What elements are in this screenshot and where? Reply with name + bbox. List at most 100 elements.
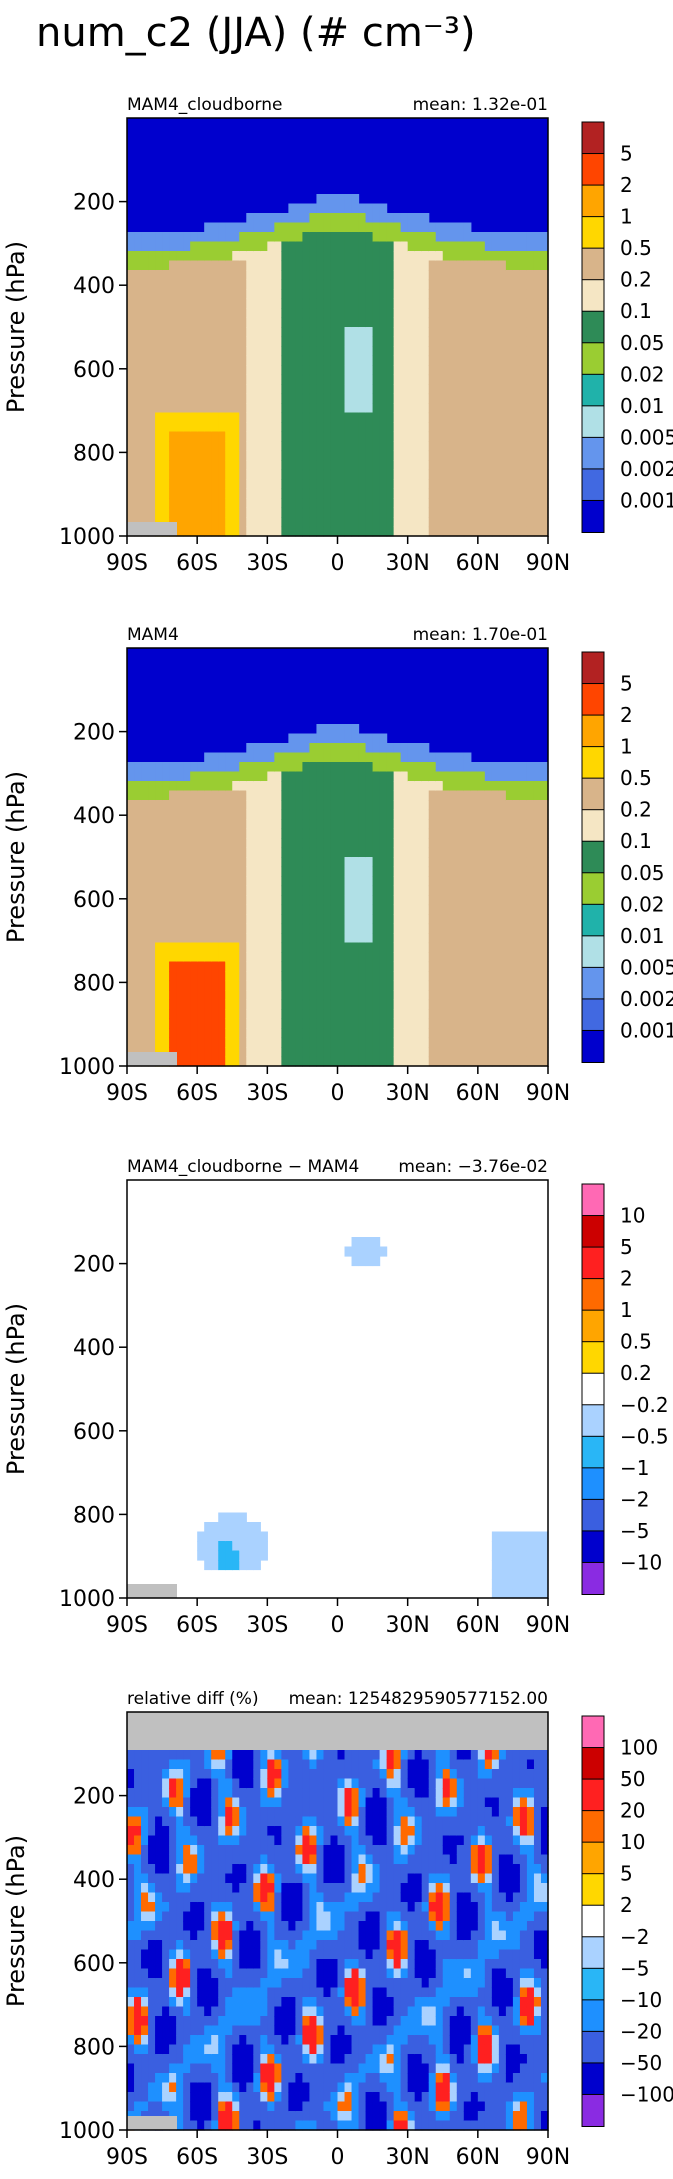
contour-cell [401,223,409,233]
contour-cell [513,1570,521,1580]
contour-cell [338,498,346,508]
contour-cell [148,1807,156,1817]
contour-cell [429,422,437,432]
contour-cell [429,375,437,385]
contour-cell [457,327,465,337]
contour-cell [387,432,395,442]
contour-cell [176,1855,184,1865]
contour-cell [352,337,360,347]
contour-cell [330,213,338,223]
contour-cell [499,1551,507,1561]
contour-cell [401,943,409,953]
contour-cell [204,280,212,290]
contour-cell [274,498,282,508]
contour-cell [127,432,135,442]
contour-cell [141,2035,149,2045]
contour-cell [309,318,317,328]
contour-cell [352,194,360,204]
contour-cell [485,1028,493,1038]
contour-cell [190,2026,198,2036]
contour-cell [239,1760,247,1770]
contour-cell [323,365,331,375]
contour-cell [457,251,465,261]
contour-cell [281,223,289,233]
contour-cell [232,1522,240,1532]
contour-cell [373,413,381,423]
contour-cell [169,470,177,480]
contour-cell [260,1019,268,1029]
contour-cell [345,194,353,204]
contour-cell [373,346,381,356]
contour-cell [232,1000,240,1010]
contour-cell [190,479,198,489]
contour-cell [485,933,493,943]
contour-cell [408,762,416,772]
contour-cell [534,489,542,499]
contour-cell [218,242,226,252]
contour-cell [176,1817,184,1827]
contour-cell [267,1038,275,1048]
contour-cell [148,384,156,394]
contour-cell [330,451,338,461]
contour-cell [281,261,289,271]
contour-cell [127,1000,135,1010]
x-tick-label: 60S [176,551,218,576]
contour-cell [218,1057,226,1067]
contour-cell [176,527,184,537]
contour-cell [176,479,184,489]
contour-cell [218,451,226,461]
contour-cell [387,753,395,763]
contour-cell [246,337,254,347]
contour-cell [387,791,395,801]
contour-cell [380,327,388,337]
contour-cell [148,848,156,858]
contour-cell [148,242,156,252]
colorbar-swatch [582,1279,604,1311]
contour-cell [288,933,296,943]
x-tick-label: 90N [526,1613,570,1638]
contour-cell [239,924,247,934]
contour-cell [239,327,247,337]
contour-cell [246,1532,254,1542]
contour-cell [183,280,191,290]
contour-cell [464,489,472,499]
contour-cell [176,810,184,820]
contour-cell [190,857,198,867]
contour-cell [274,346,282,356]
y-tick-label: 800 [73,441,115,466]
contour-cell [471,242,479,252]
contour-cell [134,2102,142,2112]
contour-cell [429,232,437,242]
contour-cell [316,308,324,318]
contour-cell [232,1779,240,1789]
contour-cell [309,1000,317,1010]
y-tick-label: 600 [73,888,115,913]
contour-cell [478,819,486,829]
contour-cell [492,403,500,413]
contour-cell [316,791,324,801]
contour-cell [246,413,254,423]
contour-cell [127,800,135,810]
contour-cell [352,762,360,772]
contour-cell [176,800,184,810]
contour-cell [190,422,198,432]
contour-cell [211,394,219,404]
contour-cell [169,318,177,328]
contour-cell [506,962,514,972]
contour-cell [520,1570,528,1580]
contour-cell [359,432,367,442]
contour-cell [429,508,437,518]
contour-cell [471,800,479,810]
contour-cell [323,743,331,753]
contour-cell [127,1855,135,1865]
contour-cell [169,838,177,848]
contour-cell [204,223,212,233]
contour-cell [183,1855,191,1865]
contour-cell [323,810,331,820]
contour-cell [281,242,289,252]
contour-cell [232,1057,240,1067]
contour-cell [253,337,261,347]
contour-cell [450,772,458,782]
contour-cell [450,1038,458,1048]
contour-cell [506,876,514,886]
